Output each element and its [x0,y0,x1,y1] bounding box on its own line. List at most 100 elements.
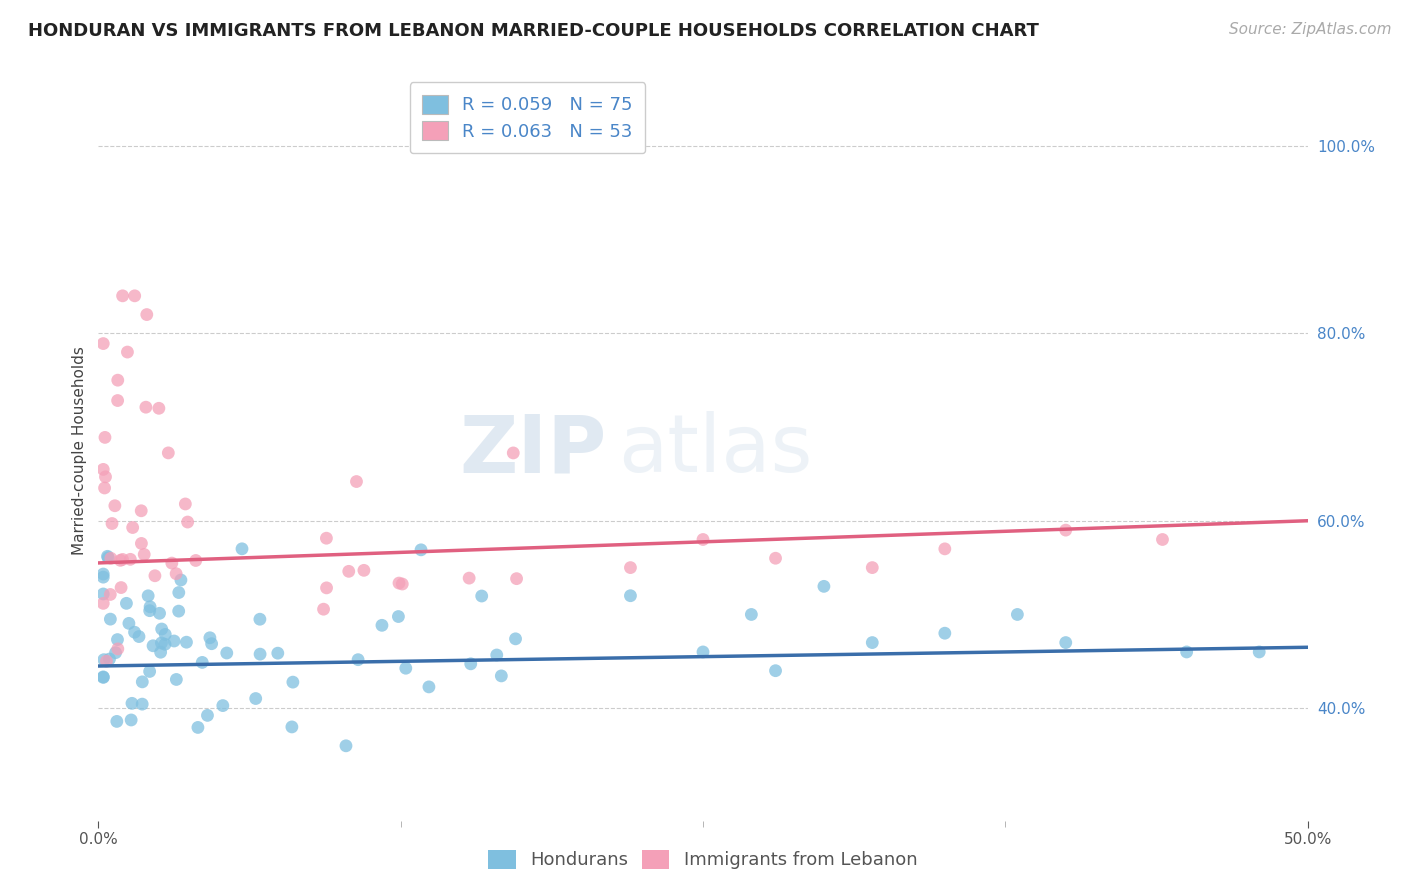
Point [91,596,114,610]
Point [100,551,122,566]
Point [281,675,304,690]
Point [197,708,219,723]
Point [409,542,432,557]
Point [118,616,141,631]
Point [267,646,290,660]
Point [94,470,117,484]
Point [150,622,173,636]
Point [148,401,170,416]
Point [505,572,527,586]
Y-axis label: Married-couple Households: Married-couple Households [72,346,87,555]
Legend: Hondurans, Immigrants from Lebanon: Hondurans, Immigrants from Lebanon [479,841,927,879]
Point [231,541,253,556]
Point [110,553,132,567]
Point [111,289,134,303]
Point [131,674,153,689]
Point [115,596,138,610]
Point [91,587,114,601]
Point [191,656,214,670]
Point [505,632,527,646]
Point [249,612,271,626]
Point [91,567,114,582]
Point [136,589,159,603]
Point [167,604,190,618]
Point [201,637,224,651]
Point [163,634,186,648]
Point [91,462,114,476]
Point [120,713,142,727]
Point [765,664,787,678]
Point [120,552,142,566]
Point [98,652,121,666]
Point [97,550,120,565]
Point [138,665,160,679]
Point [692,645,714,659]
Point [165,566,187,581]
Point [121,696,143,710]
Point [315,531,337,545]
Point [107,373,129,387]
Point [121,520,143,534]
Point [139,599,162,614]
Point [619,560,641,574]
Point [91,570,114,584]
Point [143,568,166,582]
Point [388,576,411,591]
Point [135,400,157,414]
Point [150,636,173,650]
Point [117,345,139,359]
Point [176,635,198,649]
Point [692,533,714,547]
Point [165,673,187,687]
Point [91,670,114,684]
Point [245,691,267,706]
Point [337,565,360,579]
Point [1249,645,1271,659]
Point [485,648,508,662]
Point [418,680,440,694]
Point [315,581,337,595]
Point [860,560,883,574]
Point [135,308,157,322]
Point [198,631,221,645]
Point [1054,635,1077,649]
Point [160,556,183,570]
Point [458,571,481,585]
Point [101,516,124,531]
Point [155,627,177,641]
Point [215,646,238,660]
Legend: R = 0.059   N = 75, R = 0.063   N = 53: R = 0.059 N = 75, R = 0.063 N = 53 [409,82,645,153]
Point [347,653,370,667]
Point [131,536,153,550]
Point [138,604,160,618]
Point [153,637,176,651]
Point [765,551,787,566]
Point [471,589,494,603]
Point [104,499,127,513]
Point [281,720,304,734]
Point [142,639,165,653]
Point [934,541,956,556]
Point [96,654,118,668]
Point [96,549,118,564]
Point [98,587,121,601]
Text: ZIP: ZIP [458,411,606,490]
Point [460,657,482,671]
Point [100,612,122,626]
Point [391,577,413,591]
Point [619,589,641,603]
Point [104,646,127,660]
Point [1152,533,1174,547]
Point [249,647,271,661]
Point [131,697,153,711]
Point [502,446,524,460]
Point [860,635,883,649]
Point [387,609,409,624]
Point [312,602,335,616]
Point [124,289,146,303]
Point [91,670,114,684]
Point [110,581,132,595]
Point [813,579,835,593]
Point [128,630,150,644]
Text: Source: ZipAtlas.com: Source: ZipAtlas.com [1229,22,1392,37]
